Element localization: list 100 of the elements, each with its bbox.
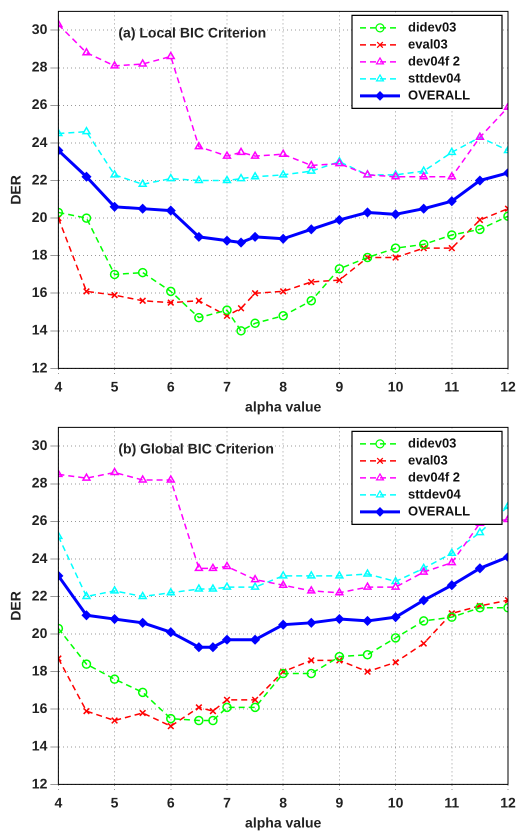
legend-label: eval03 <box>408 36 448 52</box>
point <box>138 475 147 483</box>
y-tick-label: 26 <box>32 512 48 528</box>
y-tick-label: 28 <box>32 474 48 491</box>
x-tick-label: 6 <box>166 378 175 395</box>
point <box>82 659 92 669</box>
point <box>222 151 232 159</box>
point <box>278 580 288 588</box>
x-tick-label: 6 <box>166 794 175 811</box>
point <box>418 204 428 214</box>
text: (b) Global BIC Criterion <box>118 440 274 456</box>
point <box>138 268 148 278</box>
x-tick-label: 10 <box>388 794 404 811</box>
point <box>208 564 218 572</box>
y-tick-label: 12 <box>32 775 48 792</box>
x-axis-title: alpha value <box>245 398 322 414</box>
point <box>138 688 148 698</box>
legend-label: dev04f 2 <box>408 53 460 68</box>
point <box>250 582 260 590</box>
point <box>138 59 147 67</box>
point <box>475 176 485 186</box>
x-tick-label: 12 <box>500 378 516 395</box>
point <box>278 234 288 244</box>
point <box>419 172 428 180</box>
point <box>419 564 428 572</box>
point <box>363 569 372 577</box>
point <box>476 216 484 224</box>
point <box>250 172 260 180</box>
point <box>306 668 316 678</box>
point <box>194 564 204 572</box>
point <box>362 650 372 660</box>
point <box>194 142 204 150</box>
point <box>280 288 287 295</box>
point <box>82 126 91 134</box>
point <box>306 224 316 234</box>
point <box>280 668 287 676</box>
point <box>82 708 90 715</box>
point <box>476 602 484 610</box>
point <box>362 616 372 626</box>
point <box>363 582 372 590</box>
point <box>307 571 316 579</box>
legend-label: OVERALL <box>408 87 470 102</box>
point <box>223 312 231 320</box>
point <box>250 702 260 712</box>
point <box>390 633 400 643</box>
point <box>336 276 343 284</box>
point <box>236 326 246 336</box>
point <box>475 224 485 234</box>
point <box>138 592 147 600</box>
x-tick-label: 10 <box>388 378 404 395</box>
point <box>194 176 204 184</box>
point <box>336 656 343 664</box>
point <box>138 180 147 188</box>
point <box>278 311 288 321</box>
x-tick-label: 11 <box>444 378 460 395</box>
point <box>335 571 344 579</box>
point <box>250 151 260 159</box>
y-tick-label: 16 <box>32 284 48 300</box>
point <box>419 567 428 575</box>
point <box>308 656 315 664</box>
y-tick-label: 12 <box>32 359 48 376</box>
point <box>194 232 204 242</box>
x-tick-label: 5 <box>110 794 119 811</box>
point <box>306 618 316 628</box>
point <box>448 148 456 156</box>
point <box>222 236 232 246</box>
point <box>308 278 315 286</box>
point <box>306 296 316 306</box>
point <box>250 574 260 582</box>
x-tick-label: 4 <box>54 378 62 395</box>
point <box>418 616 428 626</box>
y-tick-label: 20 <box>32 624 48 641</box>
point <box>167 722 174 730</box>
y-tick-label: 30 <box>32 21 48 38</box>
point <box>209 708 217 715</box>
point <box>110 202 120 212</box>
point <box>82 473 91 481</box>
point <box>448 548 456 556</box>
point <box>222 634 232 644</box>
point <box>166 588 175 596</box>
point <box>167 299 174 306</box>
y-tick-label: 18 <box>32 246 48 263</box>
point <box>250 232 260 242</box>
point <box>418 596 428 606</box>
legend-label: sttdev04 <box>408 486 462 502</box>
y-axis-title: DER <box>7 175 24 205</box>
point <box>307 160 316 168</box>
x-tick-label: 9 <box>335 378 344 395</box>
y-tick-label: 16 <box>32 700 48 716</box>
point <box>208 584 218 592</box>
point <box>195 297 202 304</box>
point <box>335 158 344 166</box>
point <box>418 240 428 250</box>
y-tick-label: 28 <box>32 58 48 75</box>
point <box>138 204 148 214</box>
point <box>307 166 316 174</box>
point <box>447 196 457 206</box>
point <box>362 208 372 218</box>
point <box>475 603 485 613</box>
legend-label: eval03 <box>408 452 448 468</box>
